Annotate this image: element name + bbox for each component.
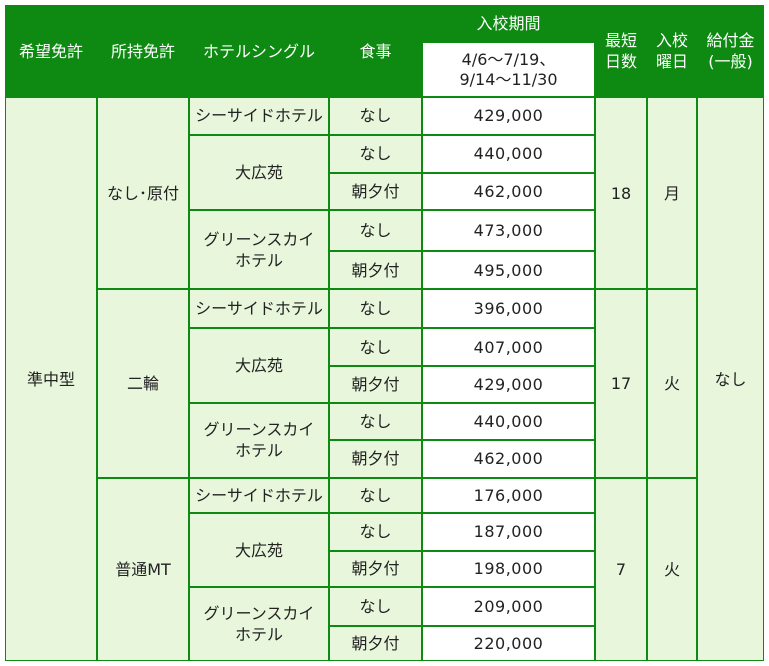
price-cell: 429,000 [422, 97, 595, 135]
held-license-cell: なし･原付 [97, 97, 189, 290]
price-cell: 440,000 [422, 134, 595, 174]
table-row: 朝夕付 429,000 [5, 366, 764, 403]
header-shortest-days: 最短 日数 [595, 5, 647, 98]
held-license-cell: 二輪 [97, 289, 189, 478]
header-admission-period: 入校期間 [422, 5, 595, 43]
price-cell: 429,000 [422, 366, 595, 403]
hotel-cell: シーサイドホテル [189, 97, 329, 135]
meal-cell: なし [329, 513, 422, 551]
table-row: 大広苑 なし 407,000 [5, 327, 764, 403]
hotel-cell: グリーンスカイ ホテル [189, 402, 329, 478]
meal-cell: なし [329, 134, 422, 174]
hotel-cell: 大広苑 [189, 134, 329, 211]
header-subsidy-line2: (一般) [708, 52, 753, 72]
price-cell: 187,000 [422, 513, 595, 551]
header-admission-day-line1: 入校 [655, 31, 688, 51]
table-row: グリーンスカイ ホテル なし 209,000 [5, 587, 764, 661]
admission-day-cell: 月 [647, 97, 697, 290]
price-cell: 407,000 [422, 327, 595, 367]
price-cell: 462,000 [422, 173, 595, 211]
admission-day-cell: 火 [647, 477, 697, 661]
price-cell: 176,000 [422, 477, 595, 514]
hotel-cell: 大広苑 [189, 513, 329, 588]
table-row: 普通MT シーサイドホテル なし 176,000 7 火 [5, 477, 764, 661]
price-cell: 396,000 [422, 289, 595, 328]
meal-cell: 朝夕付 [329, 366, 422, 403]
hotel-cell: グリーンスカイ ホテル [189, 587, 329, 661]
hotel-cell: シーサイドホテル [189, 477, 329, 514]
table-row: 大広苑 なし 187,000 [5, 513, 764, 588]
price-cell: 440,000 [422, 402, 595, 441]
header-admission-day: 入校 曜日 [647, 5, 697, 98]
subsidy-cell: なし [697, 97, 764, 661]
hotel-name-line2: ホテル [234, 441, 283, 461]
table-row: グリーンスカイ ホテル なし 440,000 [5, 402, 764, 478]
table-row: 朝夕付 462,000 [5, 173, 764, 211]
hotel-name-line2: ホテル [234, 625, 283, 645]
header-subsidy-line1: 給付金 [706, 31, 755, 51]
period-value-line2: 9/14～11/30 [459, 69, 558, 89]
hotel-name-line1: グリーンスカイ [203, 420, 315, 440]
header-shortest-days-line2: 日数 [604, 52, 637, 72]
hotel-name-line1: グリーンスカイ [203, 604, 315, 624]
meal-cell: なし [329, 477, 422, 514]
table-row: 朝夕付 462,000 [5, 440, 764, 478]
table-row: グリーンスカイ ホテル なし 473,000 [5, 210, 764, 290]
price-cell: 220,000 [422, 625, 595, 661]
meal-cell: 朝夕付 [329, 550, 422, 588]
header-subsidy: 給付金 (一般) [697, 5, 764, 98]
table-row: 朝夕付 198,000 [5, 550, 764, 588]
header-held-license: 所持免許 [97, 5, 189, 98]
hotel-name-line2: ホテル [234, 250, 283, 270]
table-row: 二輪 シーサイドホテル なし 396,000 17 火 [5, 289, 764, 478]
table-row: 朝夕付 220,000 [5, 625, 764, 661]
meal-cell: なし [329, 97, 422, 135]
meal-cell: なし [329, 402, 422, 441]
meal-cell: 朝夕付 [329, 440, 422, 478]
price-table-container: 希望免許 所持免許 ホテルシングル 食事 入校期間 最短 日数 入校 曜日 給付… [5, 5, 764, 661]
price-cell: 495,000 [422, 250, 595, 290]
hotel-cell: 大広苑 [189, 327, 329, 403]
shortest-days-cell: 17 [595, 289, 647, 478]
header-meal: 食事 [329, 5, 422, 98]
meal-cell: 朝夕付 [329, 250, 422, 290]
held-license-cell: 普通MT [97, 477, 189, 661]
meal-cell: なし [329, 289, 422, 328]
price-table: 希望免許 所持免許 ホテルシングル 食事 入校期間 最短 日数 入校 曜日 給付… [5, 5, 764, 661]
header-admission-day-line2: 曜日 [655, 52, 688, 72]
price-cell: 209,000 [422, 587, 595, 626]
hotel-name-line1: グリーンスカイ [203, 229, 315, 249]
admission-day-cell: 火 [647, 289, 697, 478]
meal-cell: 朝夕付 [329, 173, 422, 211]
desired-license-cell: 準中型 [5, 97, 97, 661]
shortest-days-cell: 7 [595, 477, 647, 661]
header-hotel: ホテルシングル [189, 5, 329, 98]
table-row: 朝夕付 495,000 [5, 250, 764, 290]
price-cell: 462,000 [422, 440, 595, 478]
price-cell: 198,000 [422, 550, 595, 588]
meal-cell: なし [329, 327, 422, 367]
hotel-cell: シーサイドホテル [189, 289, 329, 328]
table-row: 大広苑 なし 440,000 [5, 134, 764, 211]
header-shortest-days-line1: 最短 [604, 31, 637, 51]
meal-cell: なし [329, 587, 422, 626]
header-period-value: 4/6～7/19、 9/14～11/30 [422, 42, 595, 98]
shortest-days-cell: 18 [595, 97, 647, 290]
header-desired-license: 希望免許 [5, 5, 97, 98]
hotel-cell: グリーンスカイ ホテル [189, 210, 329, 290]
price-cell: 473,000 [422, 210, 595, 251]
table-row: 準中型 なし･原付 シーサイドホテル なし 429,000 18 月 なし [5, 97, 764, 661]
period-value-line1: 4/6～7/19、 [461, 49, 556, 69]
meal-cell: 朝夕付 [329, 625, 422, 661]
meal-cell: なし [329, 210, 422, 251]
